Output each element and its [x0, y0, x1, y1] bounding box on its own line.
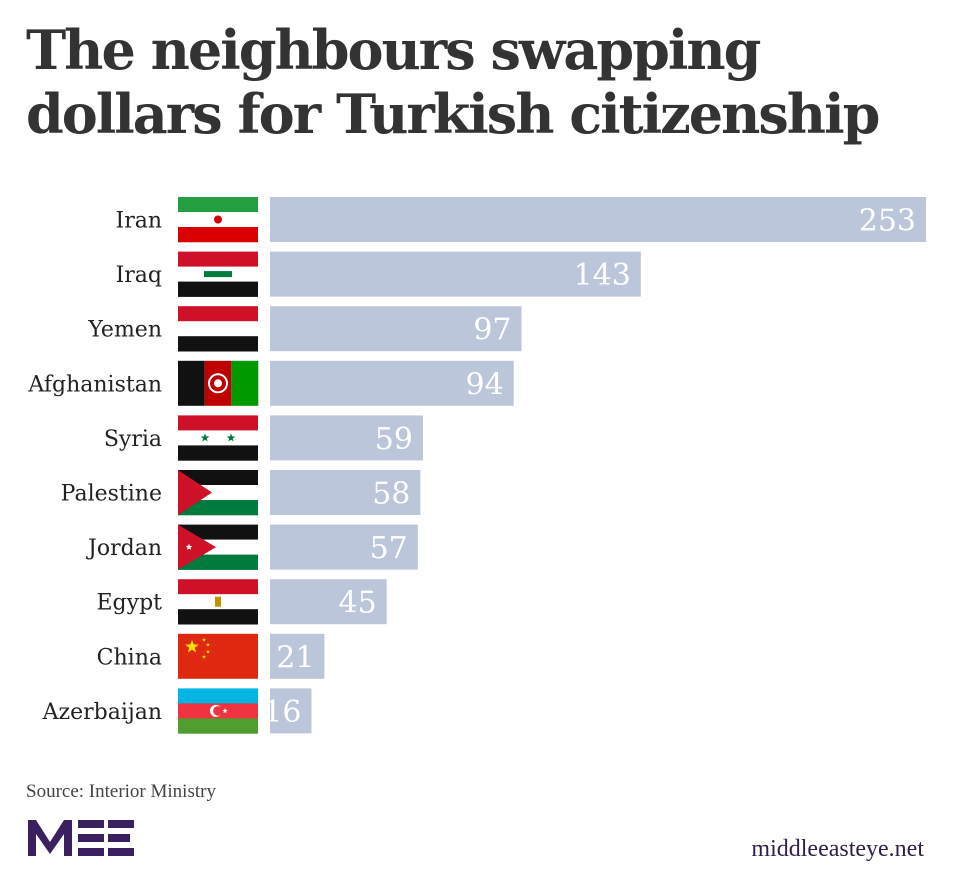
bar-china [270, 633, 325, 679]
value-label-egypt: 45 [338, 586, 376, 621]
category-label-afghanistan: Afghanistan [27, 372, 162, 397]
value-label-yemen: 97 [473, 313, 511, 348]
bar-jordan [270, 524, 418, 570]
value-label-palestine: 58 [372, 477, 410, 512]
bar-afghanistan [270, 360, 514, 406]
bar-palestine [270, 470, 421, 515]
value-label-afghanistan: 94 [466, 367, 504, 402]
bar-syria [270, 415, 423, 461]
category-label-palestine: Palestine [61, 482, 162, 507]
value-label-syria: 59 [375, 422, 413, 457]
source-note: Source: Interior Ministry [26, 781, 216, 802]
bar-yemen [270, 306, 522, 352]
category-label-syria: Syria [104, 427, 162, 452]
chart-title: The neighbours swapping dollars for Turk… [26, 18, 880, 146]
mee-logo [28, 820, 134, 856]
value-label-jordan: 57 [370, 531, 408, 566]
yemen-flag [178, 306, 258, 352]
value-label-iraq: 143 [574, 258, 631, 293]
value-label-iran: 253 [859, 204, 916, 239]
category-label-yemen: Yemen [87, 318, 162, 343]
iran-flag [178, 197, 258, 243]
iraq-flag [178, 251, 258, 297]
egypt-flag [178, 579, 258, 625]
syria-flag [178, 415, 258, 461]
bar-azerbaijan [270, 688, 312, 734]
bar-iran [270, 197, 926, 242]
china-flag [178, 633, 258, 679]
bar-iraq [270, 251, 641, 297]
palestine-flag [178, 470, 258, 516]
bar-egypt [270, 579, 387, 625]
azerbaijan-flag [178, 688, 258, 734]
value-label-azerbaijan: 16 [263, 695, 301, 730]
afghanistan-flag [178, 360, 259, 406]
category-label-jordan: Jordan [86, 536, 162, 561]
category-label-iraq: Iraq [116, 263, 162, 288]
site-url[interactable]: middleeasteye.net [751, 836, 924, 862]
category-label-egypt: Egypt [97, 591, 163, 616]
jordan-flag [178, 524, 258, 570]
category-label-china: China [97, 645, 162, 670]
category-label-azerbaijan: Azerbaijan [42, 700, 162, 725]
category-label-iran: Iran [116, 209, 163, 234]
value-label-china: 21 [276, 640, 314, 675]
